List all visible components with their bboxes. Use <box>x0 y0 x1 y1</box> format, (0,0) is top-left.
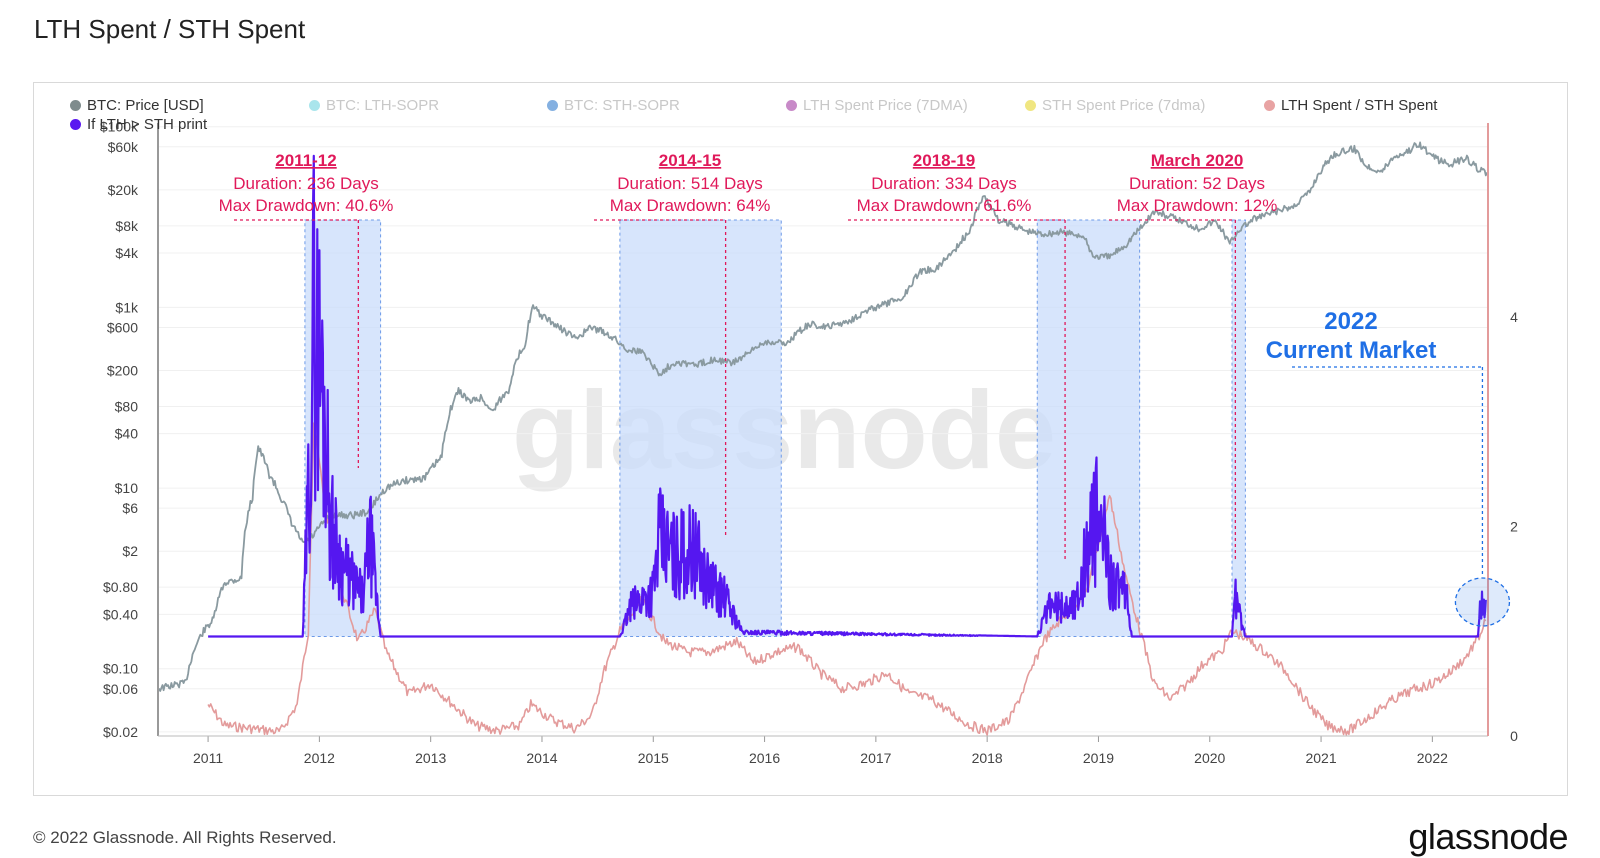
legend-dot-icon <box>1264 100 1275 111</box>
legend-dot-icon <box>1025 100 1036 111</box>
y-tick-label: $200 <box>107 363 138 379</box>
legend-sth-spent-price[interactable]: STH Spent Price (7dma) <box>1025 97 1205 114</box>
y-tick-label: $10 <box>115 480 139 496</box>
region-drawdown: Max Drawdown: 12% <box>1117 196 1278 215</box>
y-tick-label: $0.10 <box>103 661 138 677</box>
y-tick-label: $1k <box>115 299 139 315</box>
x-tick-label: 2022 <box>1417 750 1448 766</box>
page-title: LTH Spent / STH Spent <box>34 14 306 44</box>
y-tick-label: $6 <box>122 500 138 516</box>
y2-tick-label: 0 <box>1510 728 1518 744</box>
x-tick-label: 2020 <box>1194 750 1225 766</box>
y-tick-label: $60k <box>108 139 139 155</box>
legend-label: If LTH > STH print <box>87 116 208 133</box>
region-title: 2014-15 <box>659 151 721 170</box>
legend-dot-icon <box>786 100 797 111</box>
legend-sth-sopr[interactable]: BTC: STH-SOPR <box>547 97 680 114</box>
region-duration: Duration: 52 Days <box>1129 174 1265 193</box>
y-tick-label: $80 <box>115 398 139 414</box>
axes: $100k $60k $20k $8k $4k $1k $600 $200 $80 $40 $10 $… <box>100 119 1518 766</box>
legend-label: LTH Spent / STH Spent <box>1281 97 1438 114</box>
legend-label: BTC: Price [USD] <box>87 97 204 114</box>
y-tick-label: $0.02 <box>103 724 138 740</box>
current-market-year: 2022 <box>1324 308 1377 335</box>
y-tick-label: $100k <box>100 119 139 135</box>
print-series-layer <box>207 154 1487 638</box>
brand-logo: glassnode <box>1408 816 1568 857</box>
annotations: 2011-12 Duration: 236 Days Max Drawdown: 4… <box>219 151 1278 561</box>
y-tick-label: $8k <box>115 218 139 234</box>
ratio-series-line <box>207 422 1487 736</box>
region-drawdown: Max Drawdown: 64% <box>610 196 771 215</box>
legend-ratio[interactable]: LTH Spent / STH Spent <box>1264 97 1437 114</box>
region-title: March 2020 <box>1151 151 1244 170</box>
y-tick-label: $0.06 <box>103 681 138 697</box>
legend-label: BTC: LTH-SOPR <box>326 97 440 114</box>
y2-tick-label: 2 <box>1510 518 1518 534</box>
region-drawdown: Max Drawdown: 40.6% <box>219 196 394 215</box>
region-band <box>1231 219 1246 637</box>
legend-dot-icon <box>70 100 81 111</box>
legend-lth-spent-price[interactable]: LTH Spent Price (7DMA) <box>786 97 968 114</box>
x-tick-label: 2015 <box>638 750 669 766</box>
x-tick-label: 2014 <box>526 750 557 766</box>
region-drawdown: Max Drawdown: 61.6% <box>857 196 1032 215</box>
current-market-circle <box>1454 577 1511 627</box>
x-tick-label: 2012 <box>304 750 335 766</box>
price-series-line <box>157 141 1489 692</box>
price-series-layer <box>157 141 1489 692</box>
x-tick-label: 2016 <box>749 750 780 766</box>
legend-dot-icon <box>547 100 558 111</box>
x-tick-label: 2021 <box>1305 750 1336 766</box>
y-tick-label: $0.80 <box>103 579 138 595</box>
ratio-series-layer <box>207 422 1487 736</box>
legend-label: BTC: STH-SOPR <box>564 97 680 114</box>
x-tick-label: 2017 <box>860 750 891 766</box>
legend-label: LTH Spent Price (7DMA) <box>803 97 968 114</box>
current-market-label: Current Market <box>1266 337 1437 364</box>
y-tick-label: $4k <box>115 245 139 261</box>
legend-print[interactable]: If LTH > STH print <box>70 116 207 133</box>
chart-frame: glassnode $100k $60k $20k $8k $4k $1k $600 $200… <box>33 82 1568 796</box>
legend-dot-icon <box>70 119 81 130</box>
copyright-text: © 2022 Glassnode. All Rights Reserved. <box>33 828 337 847</box>
region-duration: Duration: 514 Days <box>617 174 763 193</box>
y-tick-label: $40 <box>115 426 139 442</box>
legend-label: STH Spent Price (7dma) <box>1042 97 1206 114</box>
region-title: 2018-19 <box>913 151 975 170</box>
region-duration: Duration: 334 Days <box>871 174 1017 193</box>
y2-tick-label: 4 <box>1510 309 1518 325</box>
region-title: 2011-12 <box>275 151 336 170</box>
y-tick-label: $600 <box>107 319 138 335</box>
legend-price[interactable]: BTC: Price [USD] <box>70 97 204 114</box>
legend-lth-sopr[interactable]: BTC: LTH-SOPR <box>309 97 439 114</box>
x-tick-label: 2011 <box>193 750 223 766</box>
legend-dot-icon <box>309 100 320 111</box>
region-duration: Duration: 236 Days <box>233 174 379 193</box>
chart-svg[interactable]: glassnode $100k $60k $20k $8k $4k $1k $600 $200… <box>34 83 1567 795</box>
y-tick-label: $2 <box>122 543 138 559</box>
x-tick-label: 2013 <box>415 750 446 766</box>
x-tick-label: 2018 <box>972 750 1003 766</box>
y-tick-label: $0.40 <box>103 606 138 622</box>
watermark: glassnode <box>512 369 1056 492</box>
y-tick-label: $20k <box>108 182 139 198</box>
x-tick-label: 2019 <box>1083 750 1114 766</box>
print-series-line <box>207 154 1487 638</box>
